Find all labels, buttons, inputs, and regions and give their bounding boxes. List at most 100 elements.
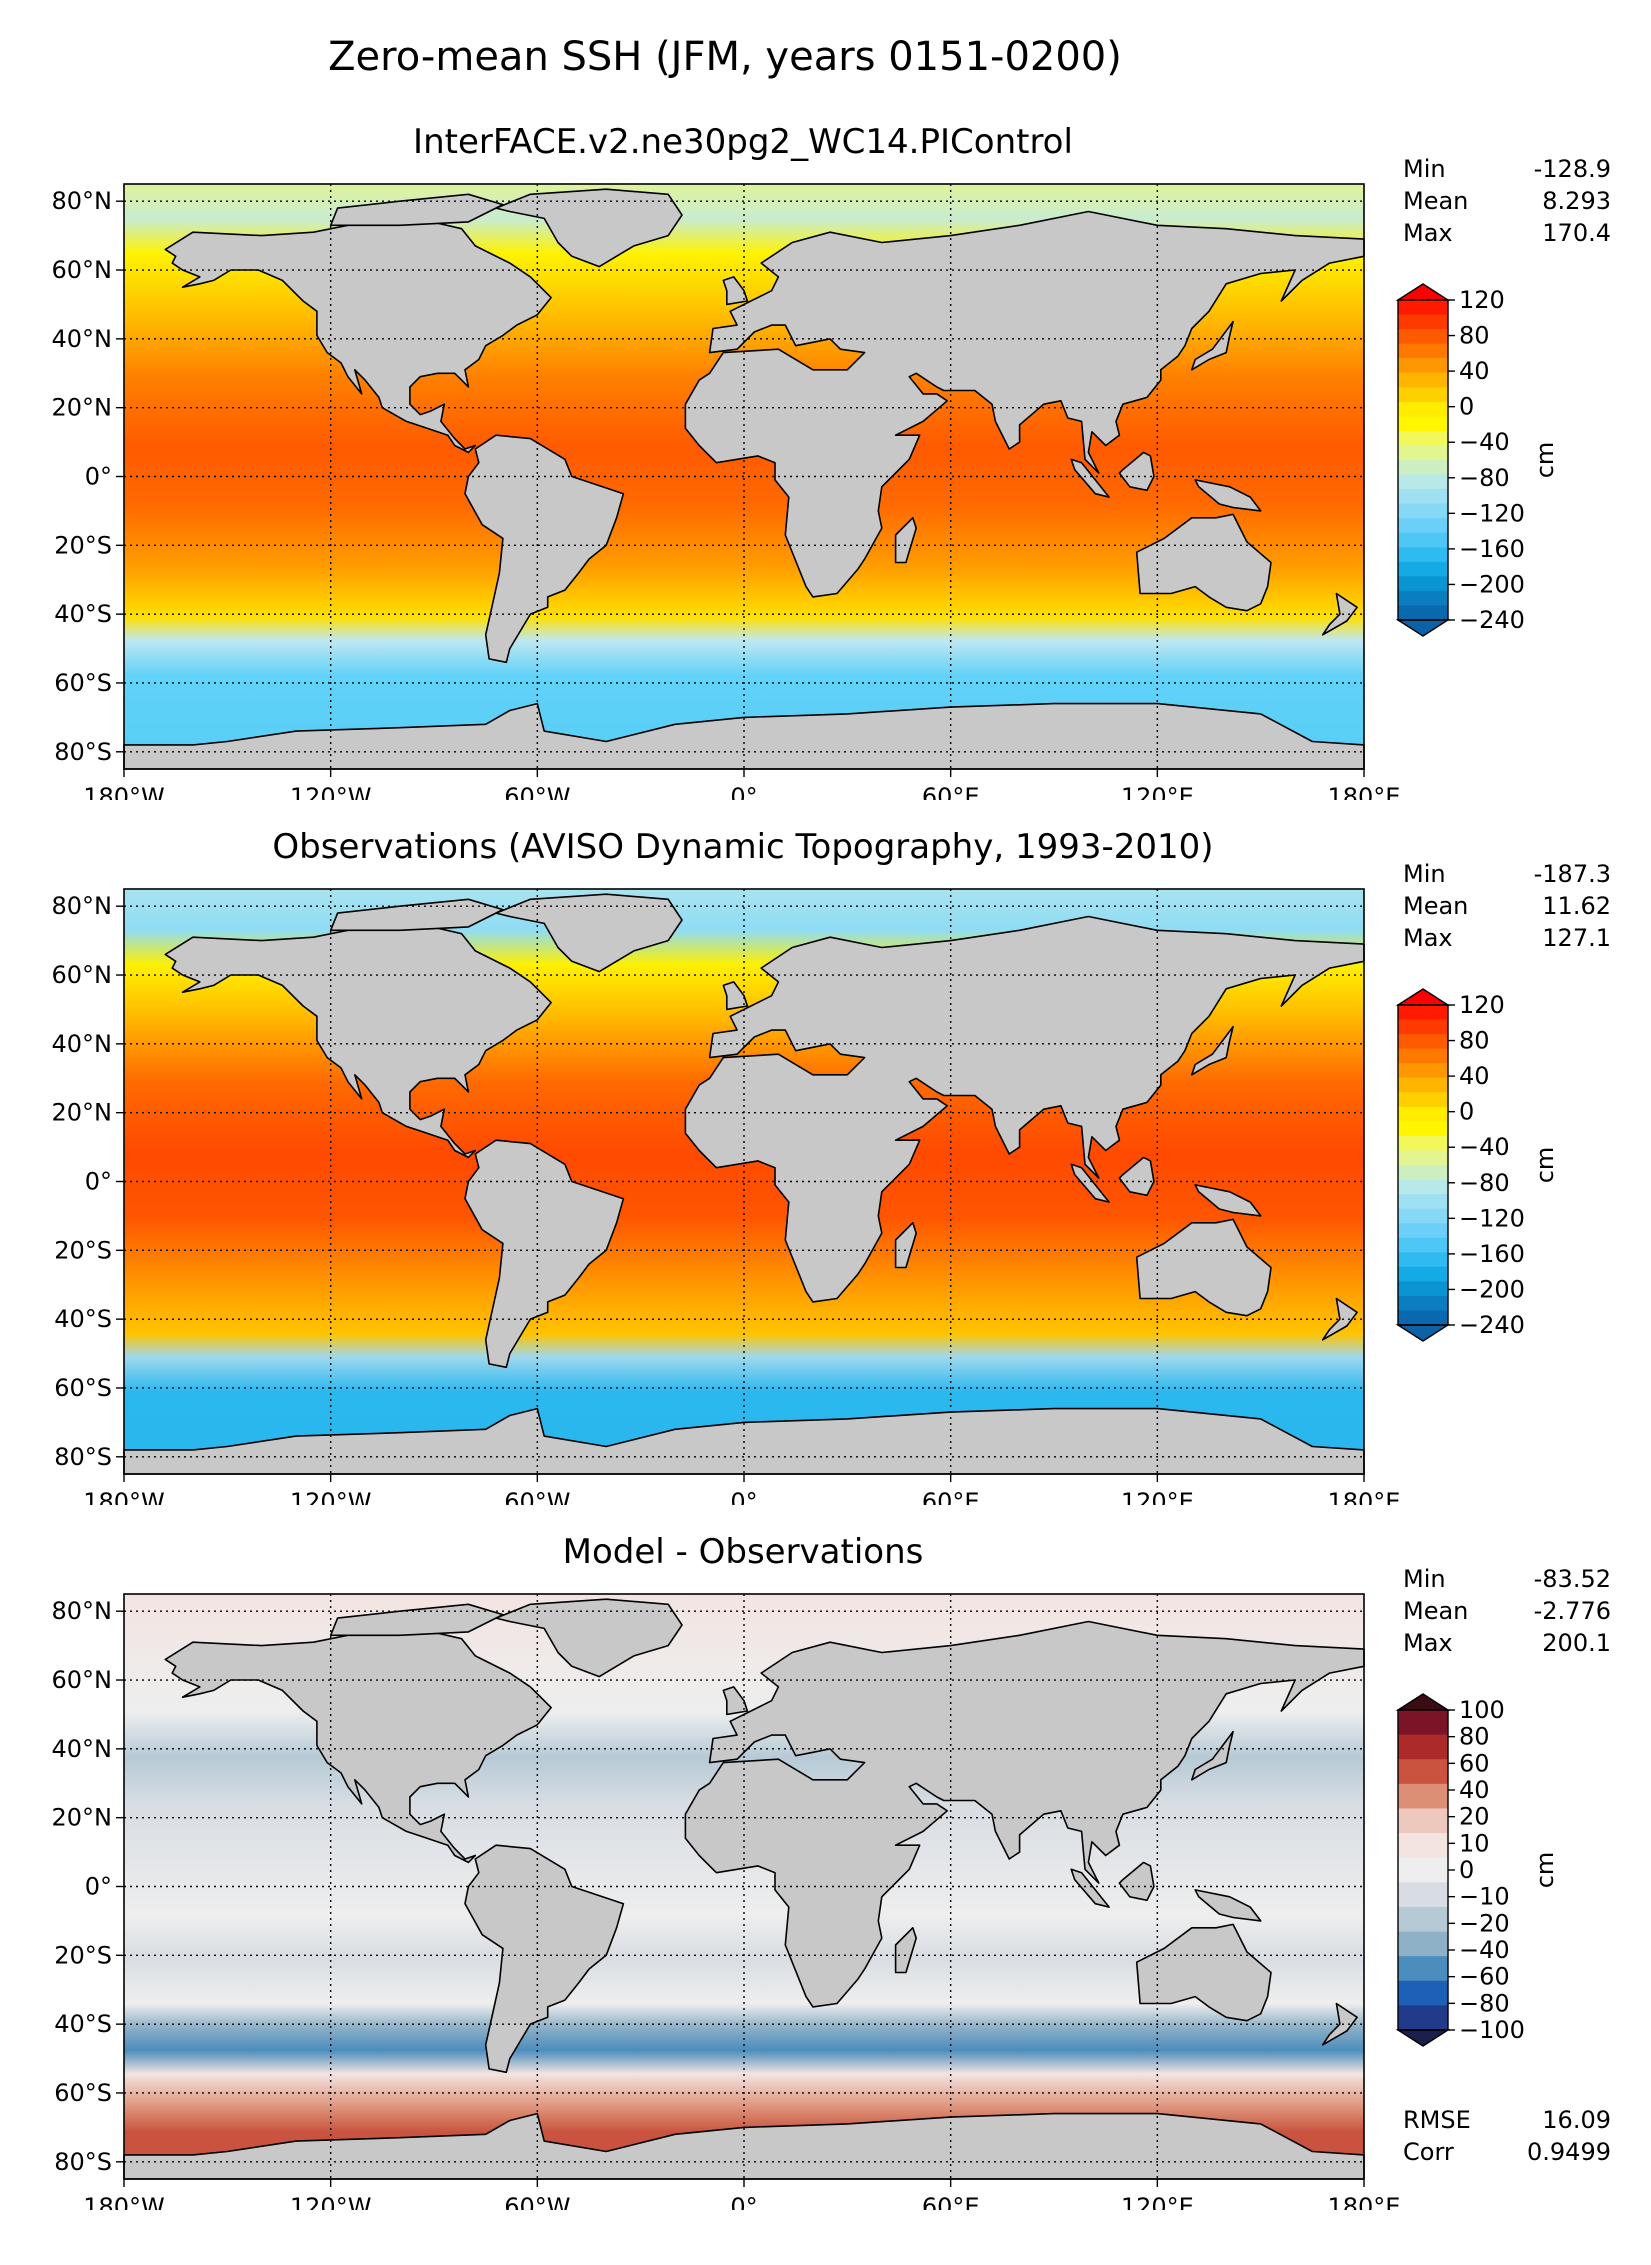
y-tick-label: 20°N	[52, 394, 113, 422]
colorbar-swatch	[1398, 1833, 1448, 1859]
colorbar-swatch	[1398, 532, 1448, 548]
land-greenland	[495, 188, 683, 268]
stat-label: Min	[1403, 860, 1446, 888]
land-japan	[1191, 1025, 1234, 1076]
colorbar-swatch	[1398, 1135, 1448, 1152]
y-tick-label: 60°S	[54, 2079, 112, 2107]
colorbar-swatch	[1398, 358, 1448, 374]
y-tick-label: 40°N	[52, 1735, 113, 1763]
colorbar-swatch	[1398, 1121, 1448, 1137]
colorbar-swatch	[1398, 1223, 1448, 1239]
colorbar-swatch	[1398, 416, 1448, 432]
map-panel: 180°W 120°W 60°W 0° 60°E 120°E 180°E 80°N 60°N 40…	[52, 888, 1559, 1505]
colorbar-swatch	[1398, 1980, 1448, 2006]
colorbar-swatch	[1398, 1150, 1448, 1166]
stat-value: -187.3	[1533, 860, 1611, 888]
colorbar-tick-label: 120	[1459, 991, 1505, 1019]
x-tick-label: 0°	[730, 2193, 757, 2210]
y-tick-label: 60°N	[52, 1666, 113, 1694]
land-south-america	[464, 1139, 625, 1369]
colorbar-swatch	[1398, 430, 1448, 447]
colorbar-tick-label: −240	[1459, 606, 1525, 634]
colorbar-swatch	[1398, 1281, 1448, 1297]
land-australia	[1135, 513, 1272, 612]
y-tick-label: 20°N	[52, 1099, 113, 1127]
x-tick-label: 60°W	[504, 783, 570, 800]
land-uk	[722, 981, 749, 1011]
colorbar-swatch	[1398, 314, 1448, 330]
colorbar-swatch	[1398, 1882, 1448, 1908]
colorbar-tick-label: −10	[1459, 1883, 1510, 1911]
colorbar-tick-label: −120	[1459, 499, 1525, 527]
colorbar-swatch	[1398, 518, 1448, 534]
land-madagascar	[894, 517, 917, 564]
x-tick-label: 120°E	[1121, 2193, 1194, 2210]
colorbar-swatch	[1398, 1808, 1448, 1834]
x-tick-label: 180°E	[1328, 783, 1401, 800]
land-borneo	[1118, 1156, 1155, 1197]
colorbar-tick-label: −160	[1459, 1240, 1525, 1268]
land-north-america	[164, 217, 552, 454]
colorbar-tick-label: −240	[1459, 1311, 1525, 1339]
x-tick-label: 60°W	[504, 2193, 570, 2210]
colorbar-tick-label: −100	[1459, 2016, 1525, 2044]
land-australia	[1135, 1923, 1272, 2022]
map-panel: 180°W 120°W 60°W 0° 60°E 120°E 180°E 80°N 60°N 40…	[52, 183, 1559, 800]
x-tick-label: 120°E	[1121, 783, 1194, 800]
colorbar-swatch	[1398, 1179, 1448, 1195]
y-tick-label: 40°S	[54, 2010, 112, 2038]
colorbar-tick-label: −160	[1459, 535, 1525, 563]
y-tick-label: 20°S	[54, 1236, 112, 1264]
x-tick-label: 120°E	[1121, 1488, 1194, 1505]
colorbar-tick-label: −120	[1459, 1204, 1525, 1232]
colorbar-tick-label: 80	[1459, 1027, 1490, 1055]
land-eurasia-africa	[684, 1620, 1365, 2008]
colorbar-swatch	[1398, 1734, 1448, 1760]
stat-value: -2.776	[1533, 1597, 1611, 1625]
colorbar-swatch	[1398, 329, 1448, 345]
colorbar-swatch	[1398, 1252, 1448, 1268]
y-tick-label: 0°	[85, 1873, 112, 1901]
stat-label: Max	[1403, 219, 1453, 247]
colorbar-swatch	[1398, 1106, 1448, 1122]
colorbar-swatch	[1398, 1931, 1448, 1957]
land-new-zealand	[1321, 1297, 1358, 1341]
x-tick-label: 180°W	[83, 1488, 165, 1505]
colorbar-tick-label: 80	[1459, 322, 1490, 350]
stats-box: Min -128.9 Mean 8.293 Max 170.4	[1403, 153, 1611, 249]
colorbar-swatch	[1398, 1005, 1448, 1021]
colorbar-swatch	[1398, 503, 1448, 519]
colorbar-swatch	[1398, 460, 1448, 476]
colorbar-swatch	[1398, 1034, 1448, 1050]
rmse-corr-box: RMSE 16.09 Corr 0.9499	[1403, 2104, 1611, 2168]
colorbar-swatch	[1398, 489, 1448, 505]
stat-value: -83.52	[1533, 1565, 1611, 1593]
colorbar-tick-label: 40	[1459, 1776, 1490, 1804]
panel-title: InterFACE.v2.ne30pg2_WC14.PIControl	[413, 122, 1073, 162]
land-arctic-islands	[329, 193, 504, 227]
x-tick-label: 60°E	[922, 1488, 980, 1505]
stat-value: 11.62	[1542, 892, 1611, 920]
x-tick-label: 180°W	[83, 2193, 165, 2210]
land-eurasia-africa	[684, 210, 1365, 598]
land-new-zealand	[1321, 592, 1358, 636]
y-tick-label: 80°S	[54, 738, 112, 766]
land-eurasia-africa	[684, 915, 1365, 1303]
land-arctic-islands	[329, 1603, 504, 1637]
colorbar-tick-label: 20	[1459, 1803, 1490, 1831]
y-tick-label: 80°N	[52, 892, 113, 920]
colorbar-tick-label: −80	[1459, 464, 1510, 492]
colorbar-tick-label: −20	[1459, 1909, 1510, 1937]
colorbar-swatch	[1398, 1165, 1448, 1181]
stat-label: Max	[1403, 1629, 1453, 1657]
colorbar-swatch	[1398, 1310, 1448, 1326]
y-tick-label: 40°S	[54, 600, 112, 628]
land-japan	[1191, 1730, 1234, 1781]
colorbar-swatch	[1398, 1710, 1448, 1736]
x-tick-label: 120°W	[290, 1488, 372, 1505]
colorbar-max-extend	[1395, 988, 1451, 1006]
colorbar-swatch	[1398, 1295, 1448, 1312]
land-south-america	[464, 1844, 625, 2074]
colorbar-tick-label: 40	[1459, 1062, 1490, 1090]
colorbar-swatch	[1398, 1237, 1448, 1253]
